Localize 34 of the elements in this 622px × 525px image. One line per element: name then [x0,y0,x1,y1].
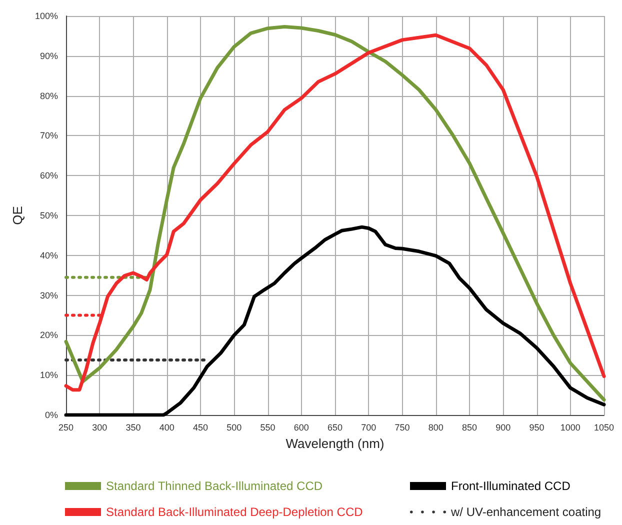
y-tick-label: 60% [40,170,58,181]
x-tick-label: 650 [327,422,343,432]
y-tick-label: 10% [40,370,58,380]
y-tick-label: 30% [40,290,58,300]
y-tick-label: 70% [40,130,58,141]
legend-label: Standard Back-Illuminated Deep-Depletion CCD [106,505,364,519]
x-tick-label: 950 [529,422,544,432]
legend-label: w/ UV-enhancement coating [450,505,602,519]
y-tick-label: 100% [34,11,58,21]
x-tick-label: 700 [361,422,376,432]
x-tick-label: 1000 [560,422,580,432]
x-tick-label: 800 [428,422,444,432]
y-tick-label: 80% [40,90,58,101]
x-tick-label: 300 [92,422,108,432]
x-axis-title: Wavelength (nm) [286,436,384,451]
x-tick-label: 750 [394,422,410,432]
x-tick-label: 900 [496,422,511,432]
y-tick-label: 90% [40,50,58,61]
x-tick-label: 1050 [594,422,614,432]
legend-label: Front-Illuminated CCD [451,479,571,493]
x-tick-label: 250 [58,422,74,432]
x-tick-label: 350 [126,422,141,432]
legend-label: Standard Thinned Back-Illuminated CCD [106,479,323,493]
x-tick-label: 500 [226,422,242,432]
x-tick-label: 600 [294,422,309,432]
x-tick-label: 850 [462,422,478,432]
y-tick-label: 20% [40,330,58,340]
x-tick-label: 550 [260,422,276,432]
x-tick-label: 400 [159,422,174,432]
x-tick-label: 450 [192,422,208,432]
y-axis-title: QE [10,206,25,225]
y-tick-label: 50% [40,210,58,220]
y-tick-label: 0% [44,410,58,420]
y-tick-label: 40% [40,250,58,260]
